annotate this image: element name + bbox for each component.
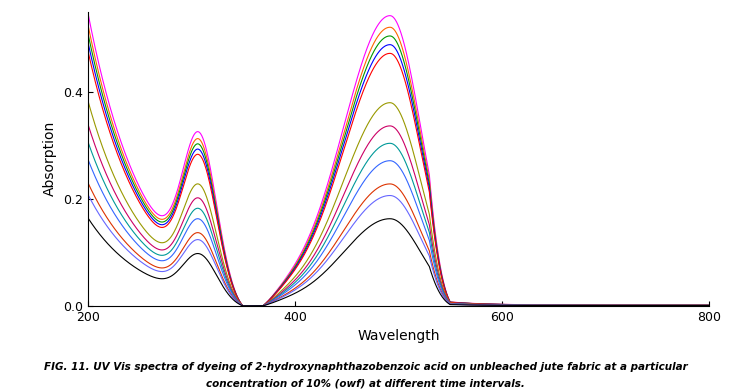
Y-axis label: Absorption: Absorption	[43, 121, 57, 196]
Text: FIG. 11. UV Vis spectra of dyeing of 2-hydroxynaphthazobenzoic acid on unbleache: FIG. 11. UV Vis spectra of dyeing of 2-h…	[44, 363, 687, 372]
Text: concentration of 10% (owf) at different time intervals.: concentration of 10% (owf) at different …	[206, 378, 525, 388]
X-axis label: Wavelength: Wavelength	[357, 329, 439, 343]
